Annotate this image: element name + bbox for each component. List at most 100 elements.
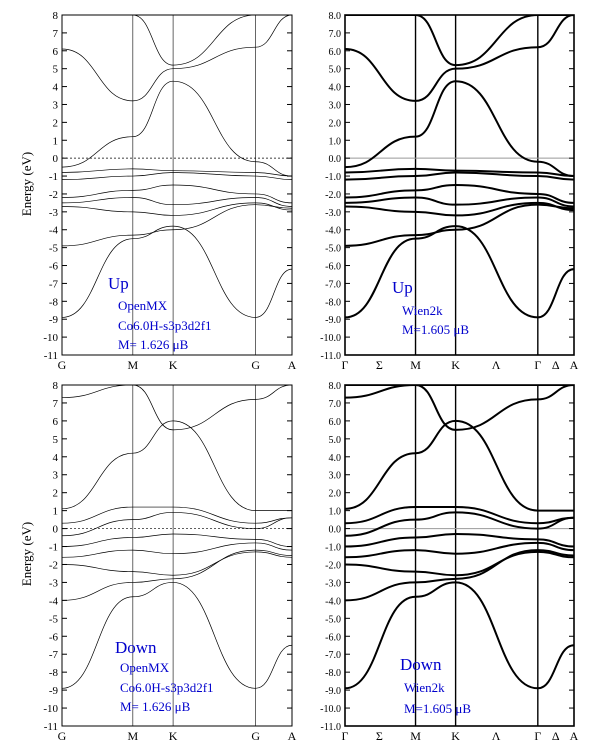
x-tick-label: M xyxy=(128,358,139,372)
y-tick-label: 8.0 xyxy=(329,11,342,22)
annotation-text: Down xyxy=(400,655,442,674)
x-tick-label: A xyxy=(288,729,297,743)
x-tick-label: G xyxy=(251,358,260,372)
y-tick-label: -6 xyxy=(49,261,59,273)
y-tick-label: 0.0 xyxy=(329,525,342,536)
x-tick-label: Δ xyxy=(552,358,560,372)
band-line-4 xyxy=(345,196,574,208)
bands-group xyxy=(345,15,574,319)
band-line-1 xyxy=(62,582,292,689)
band-line-5 xyxy=(345,532,574,548)
y-tick-label: -4.0 xyxy=(325,596,341,607)
band-line-7 xyxy=(62,168,292,177)
band-line-2 xyxy=(345,549,574,602)
x-tick-label: G xyxy=(58,729,67,743)
band-line-1 xyxy=(62,225,292,318)
annotation-text: M=1.605 μB xyxy=(404,701,471,716)
y-tick-label: 7.0 xyxy=(329,399,342,410)
band-line-7 xyxy=(62,506,292,524)
x-tick-label: M xyxy=(410,358,421,372)
band-line-7 xyxy=(345,167,574,178)
y-tick-label: -8 xyxy=(49,667,59,679)
y-tick-label: -2 xyxy=(49,559,58,571)
y-tick-label: -1.0 xyxy=(325,172,341,183)
x-tick-label: Δ xyxy=(552,729,560,743)
y-tick-label: 3 xyxy=(53,99,59,111)
x-tick-label: K xyxy=(451,358,460,372)
band-line-5 xyxy=(62,184,292,204)
y-tick-label: 2 xyxy=(53,117,59,129)
annotation-text: M=1.605 μB xyxy=(402,322,469,337)
y-tick-label: 8 xyxy=(53,10,59,22)
y-tick-label: -10.0 xyxy=(320,704,341,715)
y-tick-label: -11 xyxy=(44,350,58,362)
y-tick-label: 7 xyxy=(53,28,59,40)
y-tick-label: 7.0 xyxy=(329,29,342,40)
band-line-2 xyxy=(345,203,574,247)
y-tick-label: -11.0 xyxy=(321,351,341,362)
annotation-text: Up xyxy=(392,278,413,297)
band-line-8 xyxy=(62,420,292,511)
x-tick-label: A xyxy=(288,358,297,372)
band-line-7 xyxy=(345,506,574,525)
annotation-text: OpenMX xyxy=(118,298,168,313)
y-tick-label: 4 xyxy=(53,452,59,464)
y-tick-label: 8 xyxy=(53,380,59,392)
x-tick-label: A xyxy=(570,358,579,372)
annotation-text: Wien2k xyxy=(404,680,445,695)
y-tick-label: 6.0 xyxy=(329,417,342,428)
band-line-9 xyxy=(345,15,574,102)
y-tick-label: -10.0 xyxy=(320,333,341,344)
plot-frame xyxy=(61,384,293,727)
band-line-6 xyxy=(62,172,292,180)
x-tick-label: Λ xyxy=(492,729,501,743)
plot-frame xyxy=(344,384,575,727)
x-tick-label: Λ xyxy=(492,358,501,372)
y-tick-label: 4 xyxy=(53,82,59,94)
y-tick-label: 2.0 xyxy=(329,489,342,500)
x-tick-label: Σ xyxy=(376,358,383,372)
y-tick-label: 5.0 xyxy=(329,65,342,76)
band-line-4 xyxy=(62,197,292,207)
y-tick-label: -4.0 xyxy=(325,226,341,237)
band-line-5 xyxy=(345,183,574,204)
band-line-5 xyxy=(62,533,292,547)
band-line-6 xyxy=(345,511,574,537)
y-tick-label: -9.0 xyxy=(325,686,341,697)
x-tick-label: Γ xyxy=(342,729,349,743)
y-tick-label: -5.0 xyxy=(325,244,341,255)
y-tick-label: -5 xyxy=(49,613,59,625)
band-line-1 xyxy=(345,581,574,690)
annotation-text: Co6.0H-s3p3d2f1 xyxy=(120,680,214,695)
y-tick-label: -1 xyxy=(49,542,58,554)
band-line-1 xyxy=(345,225,574,319)
y-tick-label: -2 xyxy=(49,189,58,201)
y-tick-label: -2.0 xyxy=(325,190,341,201)
y-tick-label: 5.0 xyxy=(329,435,342,446)
band-line-9 xyxy=(62,385,292,431)
y-tick-label: -8.0 xyxy=(325,297,341,308)
y-tick-label: 0.0 xyxy=(329,154,342,165)
y-tick-label: 6.0 xyxy=(329,47,342,58)
y-tick-label: -3 xyxy=(49,207,59,219)
band-line-8 xyxy=(62,80,292,177)
y-tick-label: 7 xyxy=(53,398,59,410)
band-line-9 xyxy=(62,15,292,102)
y-tick-label: -10 xyxy=(43,332,58,344)
y-tick-label: -3.0 xyxy=(325,208,341,219)
y-tick-label: -2.0 xyxy=(325,560,341,571)
y-tick-label: -7.0 xyxy=(325,279,341,290)
band-line-3 xyxy=(345,201,574,217)
bands-group xyxy=(62,15,292,318)
y-tick-label: -1 xyxy=(49,171,58,183)
band-line-6 xyxy=(345,171,574,181)
y-tick-label: 4.0 xyxy=(329,83,342,94)
x-tick-label: K xyxy=(169,358,178,372)
y-tick-label: -5 xyxy=(49,243,59,255)
y-tick-label: -3 xyxy=(49,577,59,589)
y-tick-label: -11 xyxy=(44,721,58,733)
y-tick-label: 0 xyxy=(53,524,59,536)
x-tick-label: Γ xyxy=(534,358,541,372)
y-tick-label: -6 xyxy=(49,631,59,643)
